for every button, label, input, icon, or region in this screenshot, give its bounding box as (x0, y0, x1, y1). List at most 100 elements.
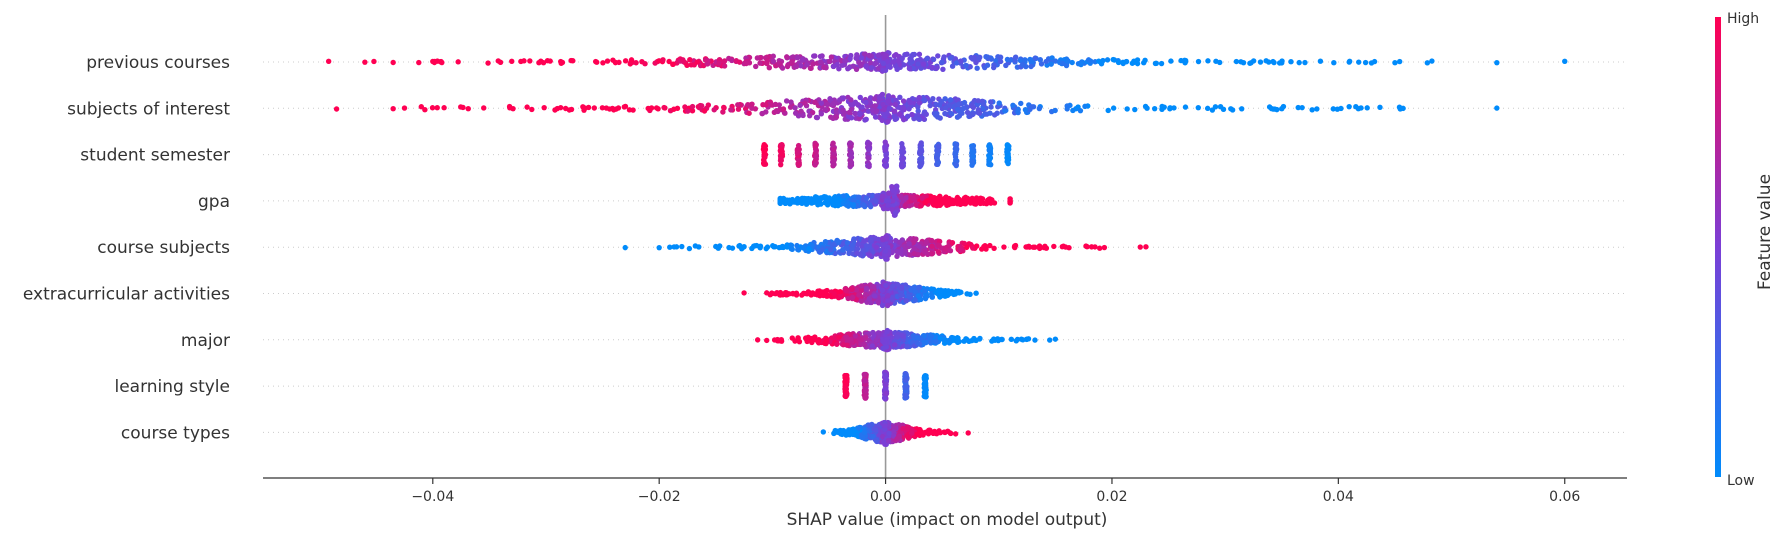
shap-point (942, 429, 948, 436)
shap-point (831, 430, 837, 437)
shap-point (1052, 58, 1059, 64)
shap-point (721, 58, 728, 64)
shap-point (562, 105, 569, 112)
shap-point (873, 427, 879, 433)
shap-point (554, 105, 561, 112)
shap-point (848, 159, 854, 166)
shap-point (861, 371, 867, 378)
shap-point (1494, 59, 1500, 66)
shap-point (880, 338, 886, 344)
shap-point (807, 65, 814, 71)
shap-point (804, 338, 810, 345)
shap-point (964, 291, 970, 297)
shap-point (868, 65, 875, 71)
shap-point (429, 105, 436, 111)
shap-point (917, 430, 923, 437)
shap-point (790, 54, 796, 60)
shap-point (1100, 57, 1106, 64)
shap-point (885, 118, 891, 125)
shap-point (1279, 106, 1285, 112)
shap-point (879, 287, 886, 294)
shap-point (973, 290, 979, 296)
shap-point (981, 64, 988, 71)
shap-point (880, 205, 887, 212)
shap-point (769, 290, 776, 297)
shap-point (581, 105, 587, 111)
shap-point (797, 102, 803, 109)
shap-point (822, 106, 829, 113)
shap-point (907, 236, 914, 242)
shap-point (1008, 336, 1015, 343)
shap-point (1274, 106, 1280, 113)
shap-point (568, 57, 574, 64)
shap-point (1048, 61, 1054, 67)
shap-point (940, 197, 946, 204)
shap-point (529, 106, 535, 113)
shap-point (1018, 336, 1025, 342)
shap-point (558, 58, 564, 65)
shap-point (524, 104, 530, 110)
shap-point (778, 244, 784, 251)
shap-point (857, 94, 863, 101)
shap-point (929, 243, 935, 249)
shap-point (1051, 243, 1057, 250)
shap-point (1132, 106, 1138, 113)
shap-point (667, 244, 673, 250)
shap-point (904, 344, 910, 350)
shap-point (866, 163, 872, 170)
shap-point (854, 246, 861, 252)
shap-point (818, 111, 825, 117)
shap-point (898, 194, 904, 200)
shap-point (812, 162, 818, 168)
shap-point (976, 55, 982, 61)
shap-point (964, 109, 971, 116)
shap-point (778, 142, 785, 148)
shap-point (1159, 106, 1165, 113)
shap-point (527, 58, 533, 64)
shap-point (813, 147, 819, 153)
shap-point (800, 244, 807, 251)
shap-point (1022, 107, 1029, 113)
shap-point (434, 105, 440, 111)
shap-point (779, 151, 786, 157)
shap-point (837, 288, 843, 295)
shap-point (746, 110, 752, 116)
shap-point (884, 329, 890, 335)
shap-point (883, 256, 889, 262)
shap-point (912, 236, 919, 243)
shap-point (763, 245, 769, 252)
shap-point (1064, 106, 1070, 112)
shap-point (942, 293, 948, 299)
shap-point (1131, 59, 1137, 66)
shap-point (806, 112, 813, 119)
shap-point (861, 429, 868, 436)
shap-point (974, 65, 980, 71)
shap-point (1228, 106, 1234, 112)
shap-point (1424, 60, 1431, 66)
shap-point (1049, 55, 1055, 61)
shap-point (606, 106, 613, 112)
shap-point (1240, 59, 1247, 66)
feature-label: extracurricular activities (23, 285, 230, 305)
shap-point (1331, 59, 1337, 66)
shap-point (836, 66, 842, 72)
shap-point (749, 101, 755, 107)
shap-point (1110, 56, 1116, 63)
shap-point (1104, 57, 1111, 63)
shap-point (982, 111, 988, 117)
shap-point (604, 58, 611, 64)
shap-point (939, 59, 945, 65)
shap-point (787, 104, 794, 110)
shap-point (889, 206, 895, 213)
shap-point (798, 108, 804, 114)
shap-point (1060, 60, 1066, 67)
shap-point (1018, 100, 1024, 107)
shap-point (953, 60, 960, 66)
shap-point (870, 433, 876, 440)
shap-point (439, 59, 445, 66)
shap-point (1356, 59, 1362, 65)
shap-point (1217, 59, 1223, 66)
x-tick-label: 0.04 (1323, 489, 1354, 505)
shap-point (900, 149, 907, 155)
shap-point (1015, 107, 1021, 113)
